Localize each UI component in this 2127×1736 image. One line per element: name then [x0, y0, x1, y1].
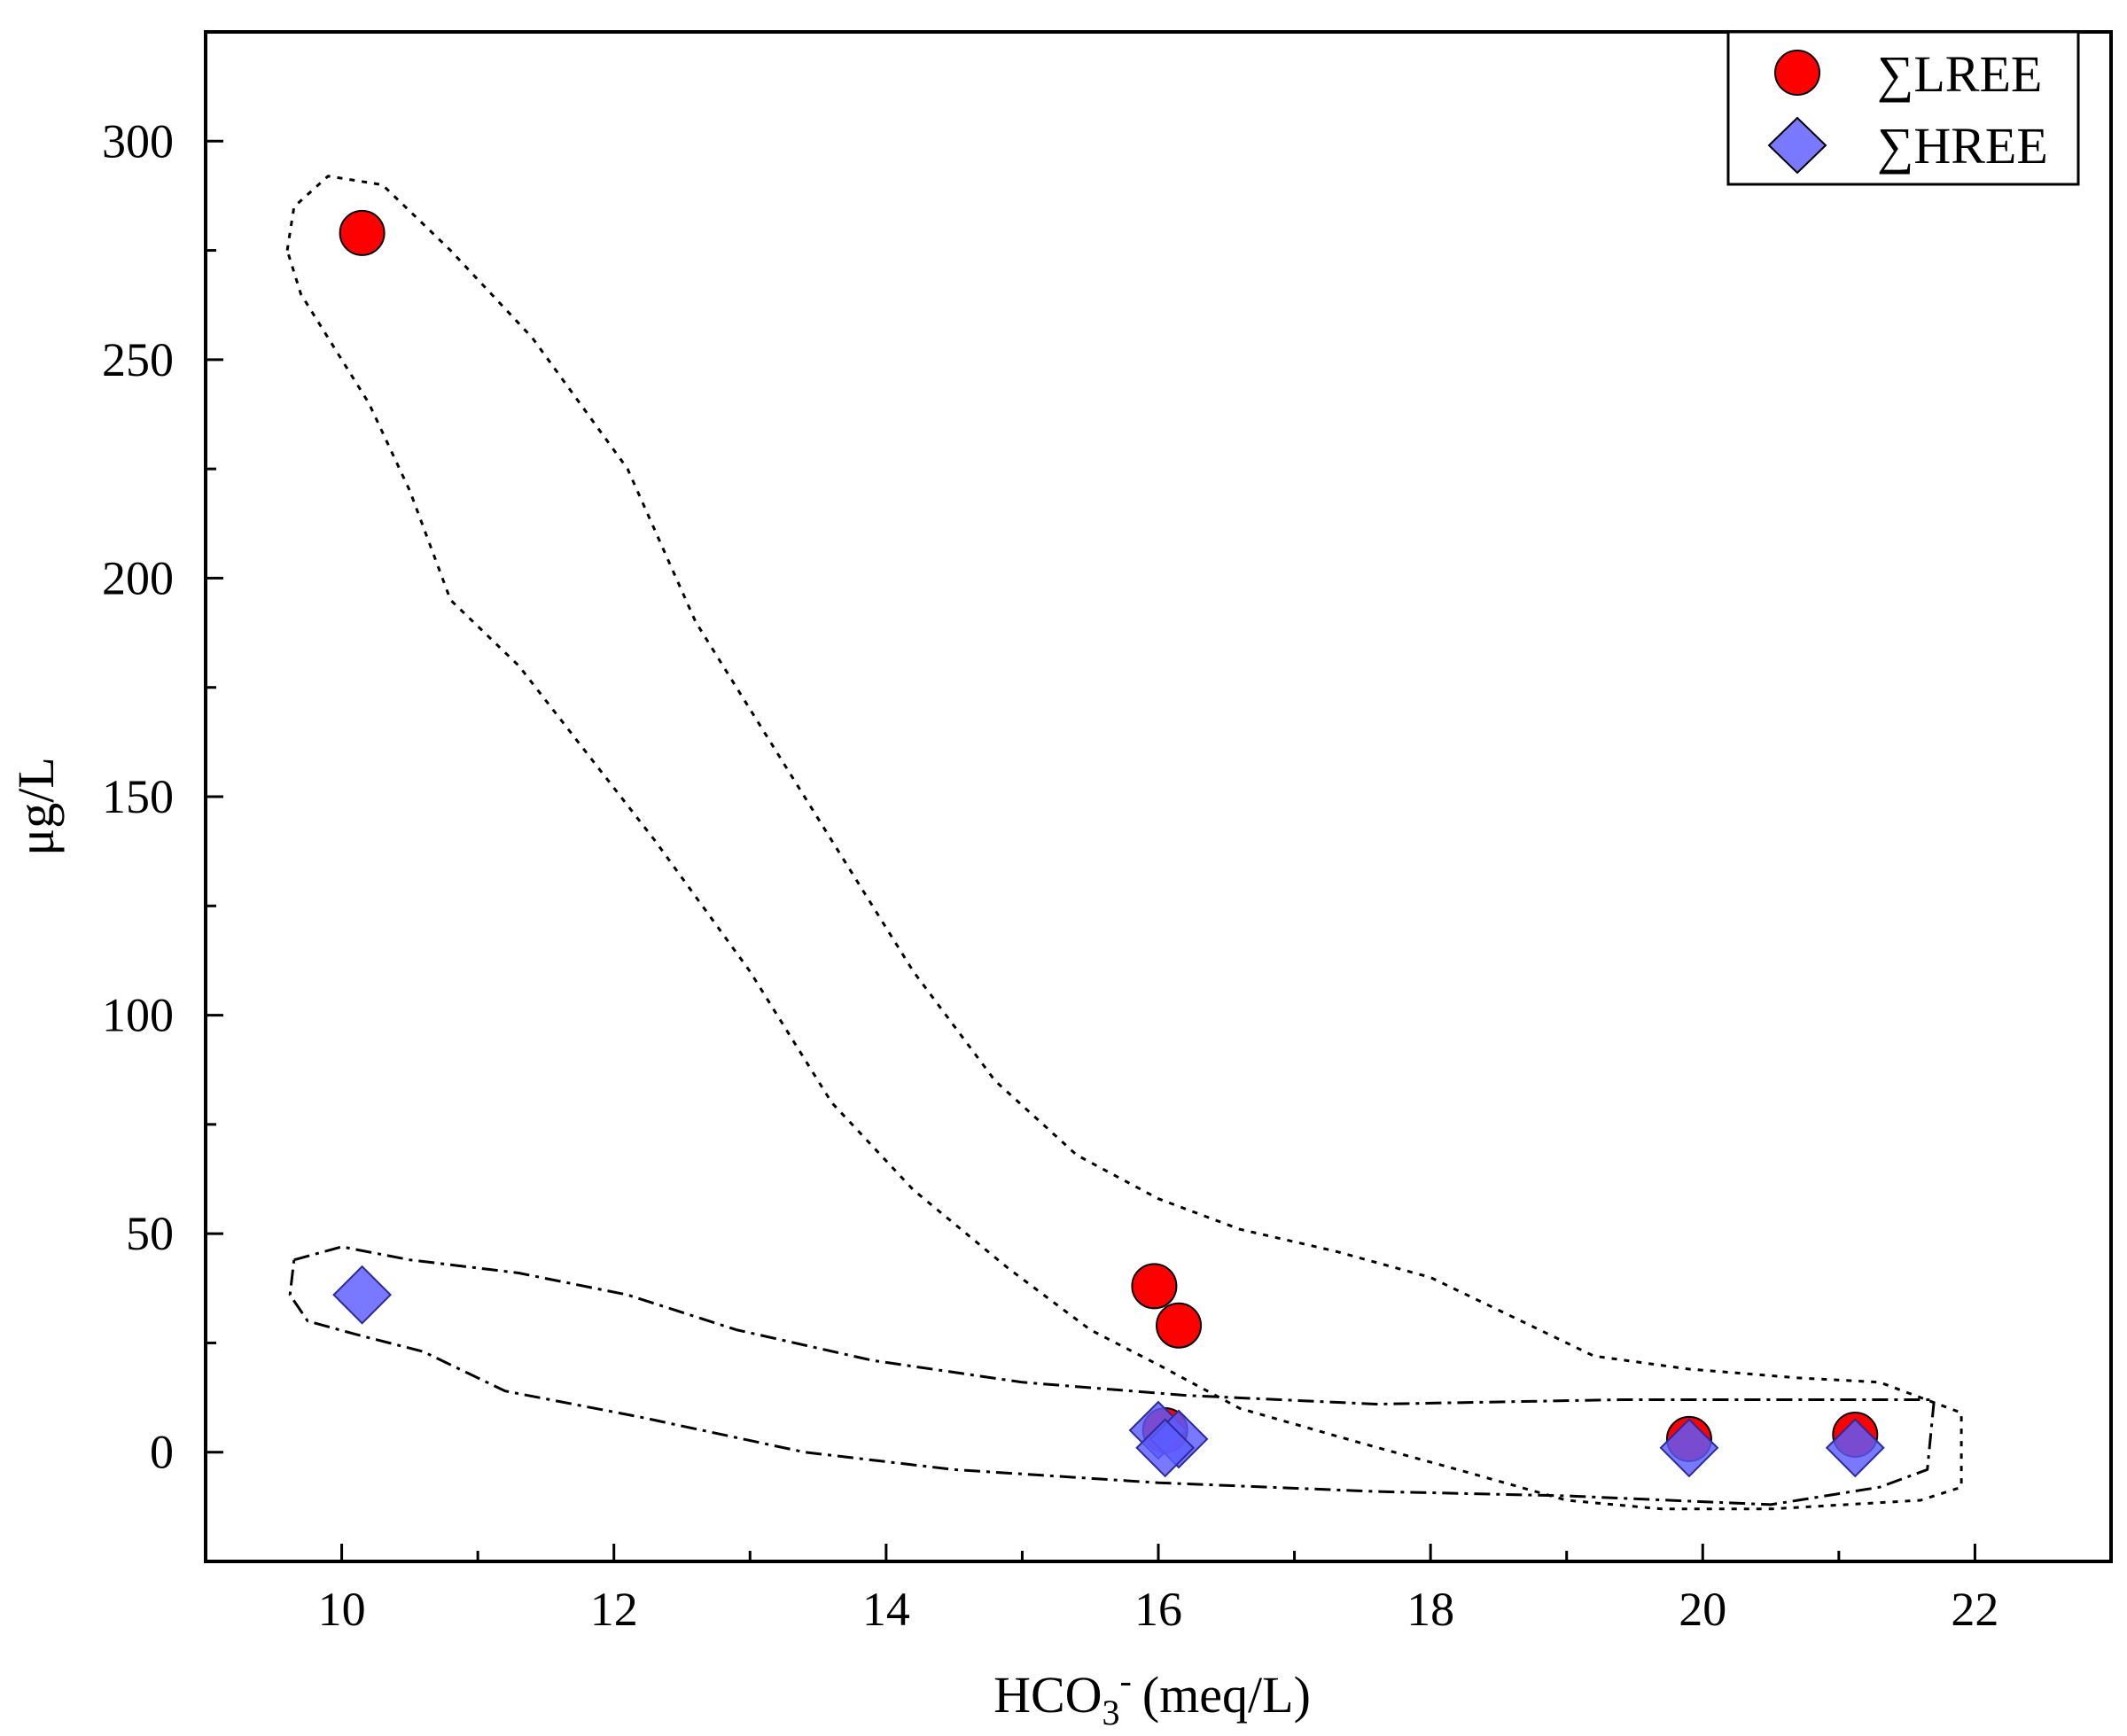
y-tick-label: 50: [126, 1207, 174, 1260]
hree-point: [1135, 1418, 1196, 1478]
x-axis-title: HCO3- (meq/L): [993, 1661, 1311, 1732]
cluster-outlines: [285, 175, 1963, 1511]
legend-marker-hree: [1767, 116, 1827, 175]
x-axis-title-subscript: 3: [1102, 1693, 1120, 1732]
y-tick-label: 300: [102, 114, 174, 167]
x-axis-title-unit: (meq/L): [1142, 1666, 1311, 1724]
hree-point: [1659, 1418, 1719, 1478]
x-tick-label: 16: [1134, 1583, 1182, 1636]
x-axis-title-superscript: -: [1120, 1661, 1132, 1701]
x-axis-title-main: HCO: [993, 1666, 1102, 1724]
x-tick-label: 10: [318, 1583, 366, 1636]
x-tick-label: 20: [1679, 1583, 1726, 1636]
x-tick-label: 12: [590, 1583, 638, 1636]
hree-cluster-outline: [288, 1245, 1936, 1506]
y-axis-tick-labels: 0 50 100 150 200 250 300: [102, 114, 174, 1478]
lree-point: [339, 209, 386, 256]
legend-label-lree: ∑LREE: [1877, 45, 2042, 103]
data-points: [332, 209, 1885, 1478]
y-tick-label: 100: [102, 989, 174, 1042]
x-axis-tick-labels: 10 12 14 16 18 20 22: [318, 1583, 1999, 1636]
legend-marker-lree: [1774, 50, 1820, 96]
lree-point: [1131, 1263, 1178, 1310]
x-tick-label: 18: [1406, 1583, 1454, 1636]
y-tick-label: 200: [102, 551, 174, 604]
x-tick-label: 14: [862, 1583, 910, 1636]
lree-point: [1156, 1302, 1203, 1349]
hree-point: [332, 1265, 393, 1325]
y-axis-title: μg/L: [7, 757, 65, 856]
x-tick-label: 22: [1951, 1583, 1998, 1636]
y-tick-label: 0: [150, 1426, 174, 1479]
y-tick-label: 150: [102, 770, 174, 823]
x-axis-ticks: [204, 1544, 2113, 1561]
legend-label-hree: ∑HREE: [1877, 117, 2048, 175]
y-tick-label: 250: [102, 333, 174, 386]
hree-point: [1825, 1418, 1885, 1478]
legend: ∑LREE ∑HREE: [1726, 30, 2080, 186]
y-axis-ticks: [206, 30, 223, 1563]
